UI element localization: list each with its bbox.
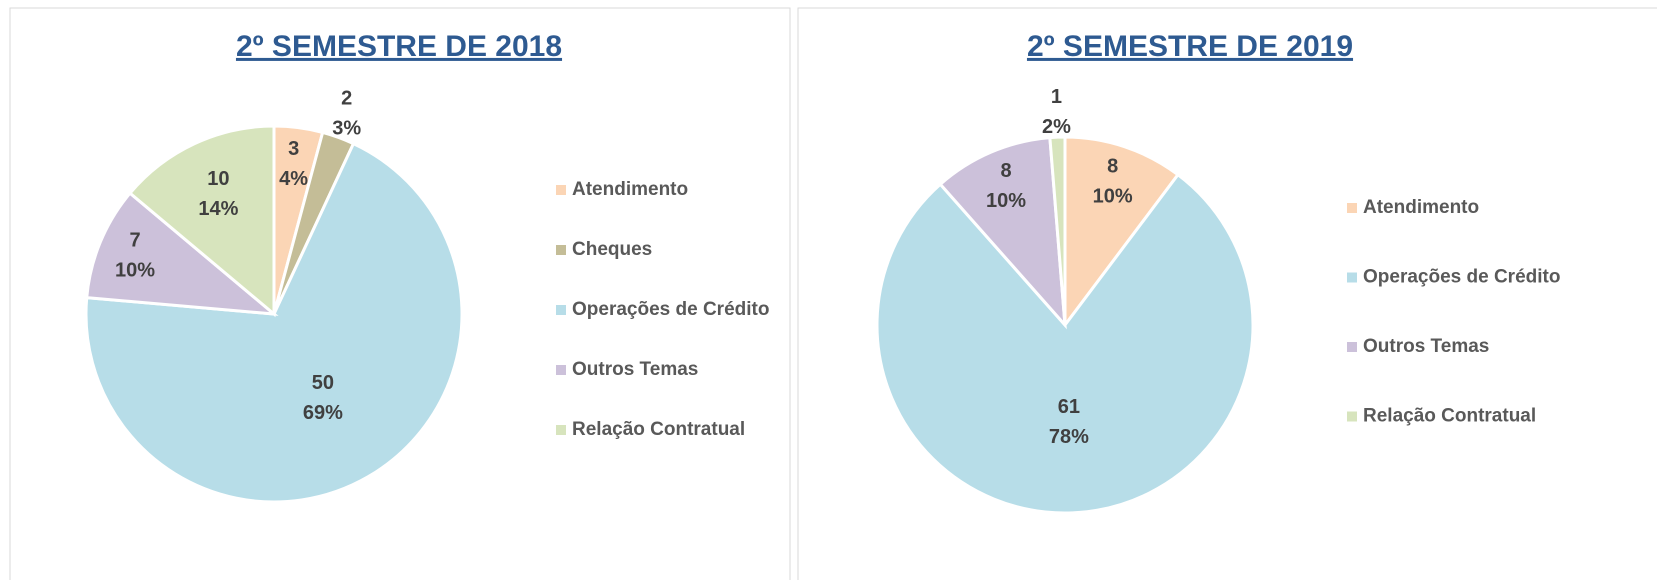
value-label: 8 — [1000, 160, 1011, 182]
pie-slice — [84, 141, 464, 504]
legend-swatch — [556, 185, 566, 195]
percent-label: 3% — [332, 118, 361, 140]
legend-label: Operações de Crédito — [1363, 267, 1560, 288]
legend-swatch — [1347, 342, 1357, 352]
legend-label: Relação Contratual — [572, 419, 745, 440]
legend-label: Outros Temas — [1363, 336, 1489, 357]
percent-label: 4% — [279, 168, 308, 190]
percent-label: 10% — [1093, 186, 1133, 208]
chart-title: 2º SEMESTRE DE 2019 — [1027, 30, 1353, 63]
percent-label: 10% — [986, 190, 1026, 212]
pie-slice — [1048, 135, 1067, 326]
legend-swatch — [1347, 411, 1357, 422]
legend-label: Cheques — [572, 239, 652, 260]
legend-label: Operações de Crédito — [572, 299, 769, 320]
legend-label: Atendimento — [1363, 197, 1479, 218]
panel — [797, 7, 1657, 580]
chart-title: 2º SEMESTRE DE 2018 — [236, 30, 562, 63]
legend-label: Relação Contratual — [1363, 406, 1536, 427]
value-label: 8 — [1107, 156, 1118, 178]
legend-swatch — [556, 365, 566, 375]
legend-label: Atendimento — [572, 179, 688, 200]
percent-label: 10% — [115, 260, 155, 282]
percent-label: 69% — [303, 402, 343, 424]
value-label: 50 — [312, 372, 334, 394]
legend-label: Outros Temas — [572, 359, 698, 380]
pie-slice — [85, 191, 279, 316]
value-label: 3 — [288, 138, 299, 160]
panel — [9, 7, 791, 580]
legend-swatch — [556, 425, 566, 435]
pie-slice — [127, 124, 276, 318]
legend-swatch — [1347, 203, 1357, 213]
legend-swatch — [556, 305, 566, 315]
value-label: 61 — [1058, 396, 1080, 418]
value-label: 7 — [129, 230, 140, 252]
percent-label: 78% — [1049, 426, 1089, 448]
percent-label: 2% — [1042, 116, 1071, 138]
legend-swatch — [1347, 272, 1357, 283]
pie-slice — [1063, 135, 1181, 330]
pie-slice — [938, 135, 1067, 330]
legend-swatch — [556, 245, 566, 255]
percent-label: 14% — [198, 198, 238, 220]
value-label: 1 — [1051, 86, 1062, 108]
pie-slice — [875, 172, 1255, 515]
value-label: 10 — [207, 168, 229, 190]
value-label: 2 — [341, 88, 352, 110]
